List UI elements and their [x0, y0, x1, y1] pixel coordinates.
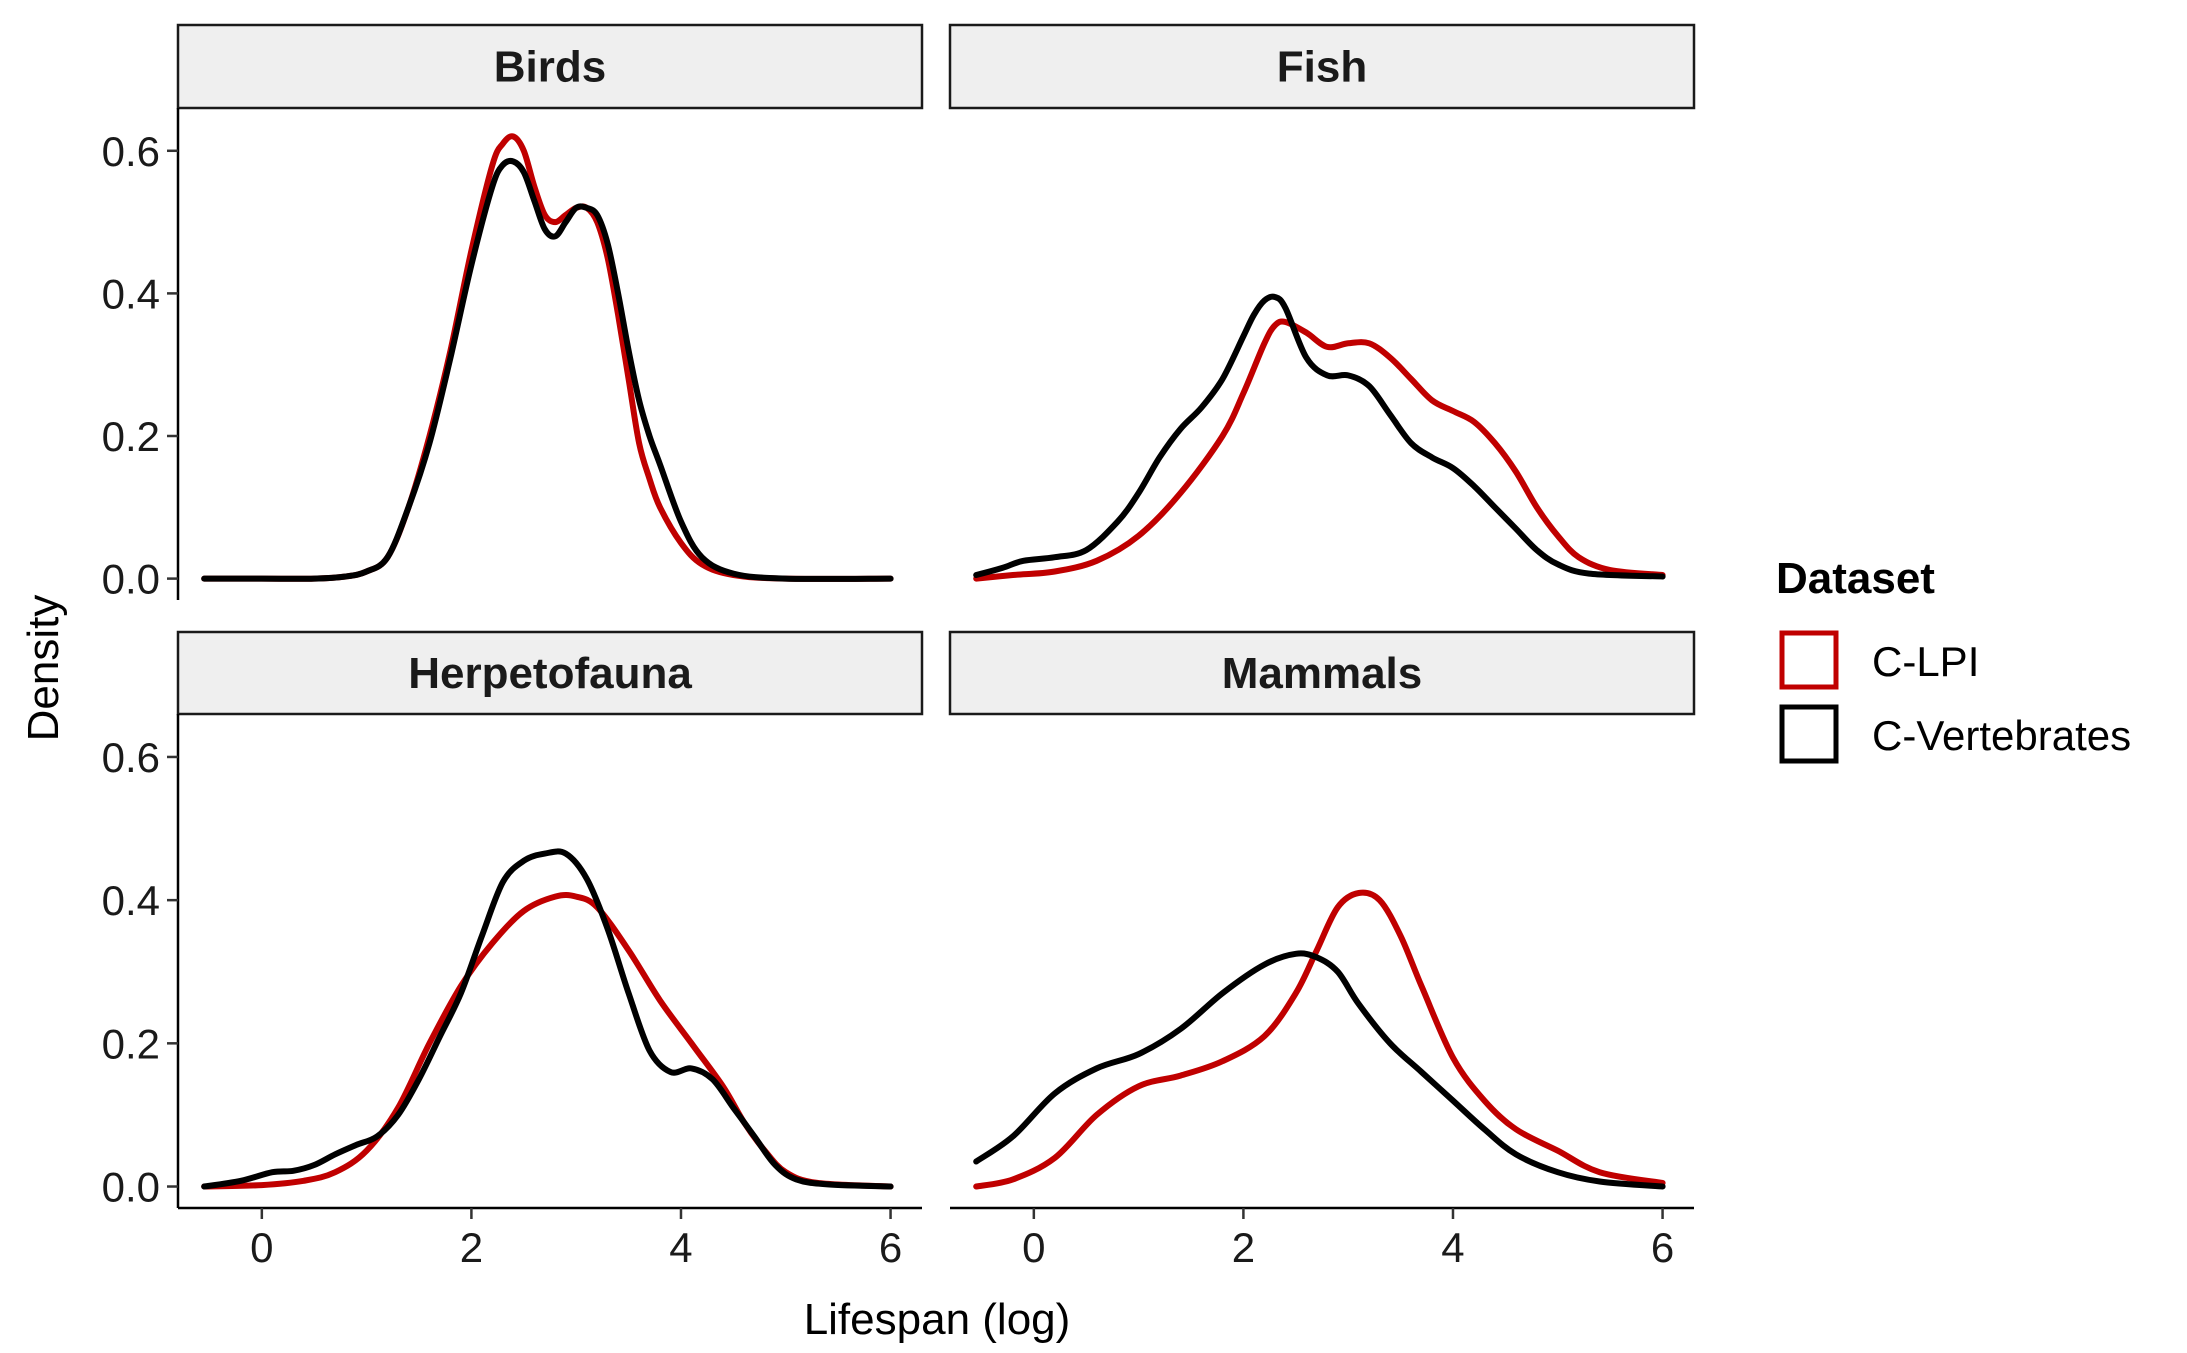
x-tick-label-mammals: 4	[1441, 1224, 1464, 1271]
y-tick-label-birds: 0.6	[102, 128, 160, 175]
x-tick-label-herpetofauna: 2	[460, 1224, 483, 1271]
density-line-mammals-c-vertebrates	[973, 950, 1666, 1190]
x-tick-label-herpetofauna: 0	[250, 1224, 273, 1271]
facet-panels: Birds 0.0 0.2 0.4 0.6 Fish Herpetofauna 0.0 0.2 0…	[102, 23, 1696, 1271]
strip-title-fish: Fish	[1277, 43, 1367, 92]
x-tick-label-mammals: 6	[1651, 1224, 1674, 1271]
strip-fish	[948, 23, 1696, 110]
strip-birds	[176, 23, 924, 110]
legend-key-c-lpi	[1779, 630, 1839, 690]
y-tick-label-herpetofauna: 0.6	[102, 734, 160, 781]
density-line-fish-c-vertebrates	[973, 293, 1666, 580]
density-line-mammals-c-lpi	[973, 889, 1666, 1190]
y-axis-title: Density	[19, 595, 68, 742]
y-tick-label-birds: 0.2	[102, 413, 160, 460]
legend-label-c-vertebrates: C-Vertebrates	[1872, 712, 2131, 759]
x-tick-label-mammals: 2	[1232, 1224, 1255, 1271]
legend: Dataset C-LPI C-Vertebrates	[1776, 554, 2131, 764]
y-tick-label-birds: 0.0	[102, 556, 160, 603]
x-tick-label-herpetofauna: 6	[879, 1224, 902, 1271]
panel-mammals: Mammals 0 2 4 6	[948, 630, 1696, 1271]
strip-title-herpetofauna: Herpetofauna	[408, 649, 692, 698]
y-tick-label-herpetofauna: 0.4	[102, 877, 160, 924]
y-tick-label-herpetofauna: 0.0	[102, 1164, 160, 1211]
panel-fish: Fish	[948, 23, 1696, 582]
x-tick-label-mammals: 0	[1022, 1224, 1045, 1271]
density-line-fish-c-lpi	[973, 318, 1666, 582]
x-tick-label-herpetofauna: 4	[669, 1224, 692, 1271]
density-line-herpetofauna-c-vertebrates	[201, 848, 894, 1190]
y-tick-label-birds: 0.4	[102, 270, 160, 317]
y-tick-label-herpetofauna: 0.2	[102, 1020, 160, 1067]
panel-herpetofauna: Herpetofauna 0.0 0.2 0.4 0.6 0 2 4 6	[102, 630, 924, 1271]
strip-title-birds: Birds	[494, 43, 606, 92]
strip-herpetofauna	[176, 630, 924, 716]
strip-title-mammals: Mammals	[1222, 649, 1423, 698]
legend-title: Dataset	[1776, 554, 1935, 603]
density-line-birds-c-vertebrates	[201, 157, 894, 582]
legend-key-c-vertebrates	[1779, 704, 1839, 764]
x-axis-title: Lifespan (log)	[804, 1295, 1071, 1344]
panel-birds: Birds 0.0 0.2 0.4 0.6	[102, 23, 924, 603]
strip-mammals	[948, 630, 1696, 716]
legend-label-c-lpi: C-LPI	[1872, 638, 1979, 685]
